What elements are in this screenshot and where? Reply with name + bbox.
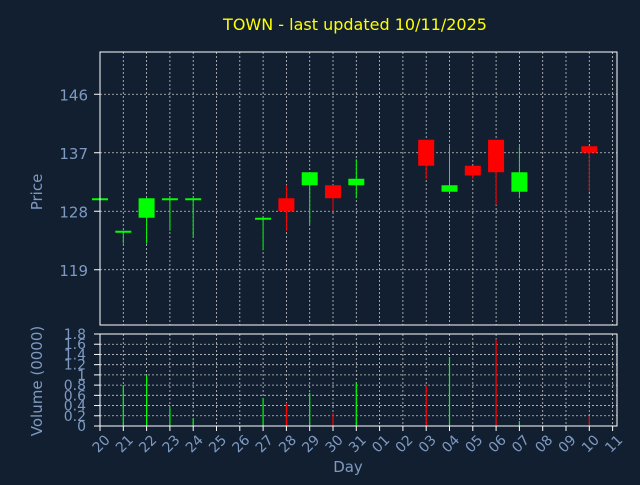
volume-bars (122, 339, 590, 426)
price-tick-label: 119 (59, 262, 88, 280)
volume-tick-label: 1.2 (64, 358, 86, 374)
x-axis-label: Day (333, 458, 363, 476)
price-tick-labels: 119 128 137 146 (59, 86, 100, 280)
volume-panel-frame (99, 333, 618, 427)
candle-body (301, 172, 318, 186)
panel-frames (99, 51, 618, 427)
volume-tick-label: 1.4 (64, 347, 86, 363)
candle-body (418, 139, 435, 166)
candle-body (348, 178, 365, 186)
candle-body (115, 230, 132, 233)
candle-body (325, 185, 341, 199)
candle-body (278, 198, 295, 212)
price-panel-frame (99, 51, 618, 326)
candle-body (185, 198, 202, 201)
candle-body (138, 198, 155, 218)
volume-tick-label: 0 (77, 419, 86, 435)
candle-body (441, 185, 458, 192)
candles (92, 139, 598, 251)
volume-tick-label: 1.6 (64, 337, 86, 353)
price-tick-label: 128 (59, 203, 88, 221)
price-axis-label: Price (28, 174, 46, 211)
volume-tick-label: 0.6 (64, 388, 86, 404)
candle-body (511, 172, 528, 192)
volume-tick-label: 1.8 (64, 327, 86, 343)
candle-body (464, 165, 481, 176)
price-tick-label: 137 (59, 145, 88, 163)
candle-body (581, 146, 598, 153)
candle-body (161, 198, 178, 201)
price-tick-label: 146 (59, 86, 88, 104)
volume-tick-label: 0.2 (64, 409, 86, 425)
volume-tick-label: 1 (77, 368, 86, 384)
volume-tick-labels: 00.20.40.60.811.21.41.61.8 (64, 327, 100, 435)
volume-axis-label: Volume (0000) (28, 326, 46, 436)
volume-tick-label: 0.4 (64, 399, 86, 415)
candle-body (255, 217, 272, 220)
volume-tick-label: 0.8 (64, 378, 86, 394)
chart-title: TOWN - last updated 10/11/2025 (222, 15, 487, 34)
candle-body (488, 139, 505, 173)
